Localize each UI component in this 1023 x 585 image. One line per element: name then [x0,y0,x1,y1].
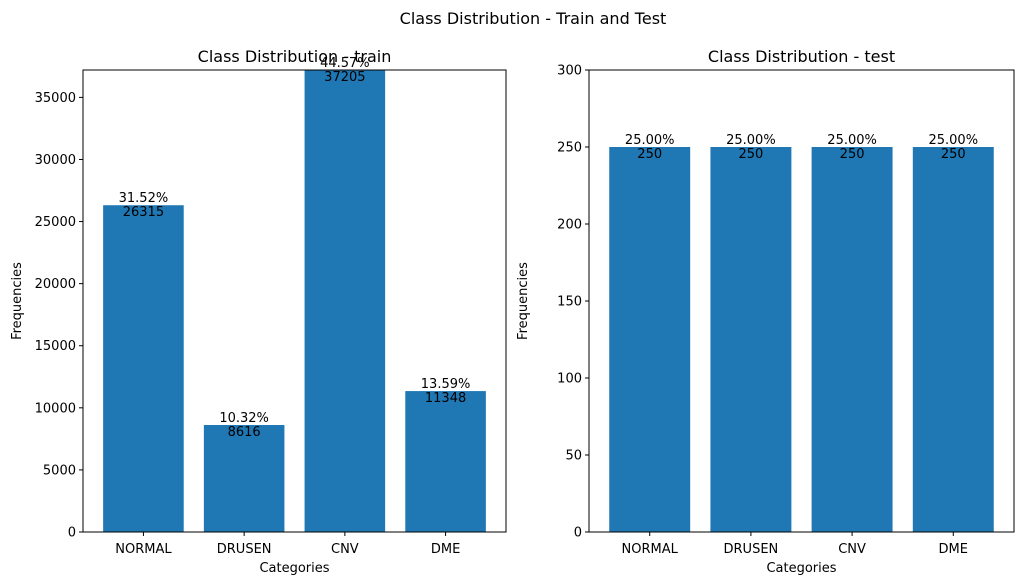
chart-train: 0 5000 10000 15000 20000 25000 30000 35000 NORMA… [10,47,507,576]
y-tick-label: 100 [557,372,582,387]
bar-drusen [203,425,285,532]
y-tick-label: 35000 [35,91,76,106]
bar-value-label: 37205 [324,70,365,85]
y-tick-label: 300 [557,64,582,79]
bar-percent-label: 25.00% [726,133,776,148]
y-tick-label: 200 [557,218,582,233]
x-axis-label: Categories [766,561,836,576]
bar-value-label: 26315 [123,205,164,220]
bar-percent-label: 25.00% [625,133,675,148]
x-tick-label: DRUSEN [217,542,272,557]
y-tick-label: 30000 [35,153,76,168]
axes-frame [82,69,507,533]
bar-value-label: 250 [941,147,966,162]
bar-percent-label: 25.00% [928,133,978,148]
y-tick-label: 25000 [35,215,76,230]
figure-suptitle: Class Distribution - Train and Test [400,9,667,28]
y-tick-label: 0 [68,526,76,541]
x-axis-label: Categories [259,561,329,576]
bar-percent-label: 31.52% [119,191,169,206]
bar-value-label: 250 [637,147,662,162]
bar-value-label: 250 [840,147,865,162]
bar-value-label: 250 [738,147,763,162]
chart-title: Class Distribution - test [708,47,895,66]
bar-cnv [304,70,386,532]
y-tick-label: 0 [574,526,582,541]
y-tick-label: 5000 [43,463,76,478]
x-tick-label: DRUSEN [724,542,779,557]
x-tick-label: NORMAL [115,542,172,557]
bar-value-label: 11348 [425,391,466,406]
y-tick-label: 150 [557,295,582,310]
y-axis-label: Frequencies [516,262,531,340]
y-tick-label: 10000 [35,401,76,416]
bar-dme [405,391,486,532]
x-tick-label: NORMAL [622,542,679,557]
bar-dme [912,147,994,532]
x-tick-label: DME [431,542,460,557]
chart-title: Class Distribution - train [198,47,392,66]
bar-value-label: 8616 [228,425,261,440]
y-axis-label: Frequencies [10,262,25,340]
y-tick-label: 50 [565,449,582,464]
x-tick-label: CNV [838,542,866,557]
bar-cnv [811,147,893,532]
bar-normal [103,205,184,533]
bar-percent-label: 13.59% [421,377,471,392]
x-tick-label: DME [939,542,968,557]
bar-normal [609,147,691,532]
y-tick-label: 15000 [35,339,76,354]
bar-drusen [710,147,792,532]
bar-percent-label: 10.32% [219,411,269,426]
chart-test: 0 50 100 150 200 250 300 NORMAL DRUSEN CNV DME 25.0… [516,47,1015,576]
y-tick-label: 250 [557,141,582,156]
y-tick-label: 20000 [35,277,76,292]
bar-percent-label: 44.57% [320,56,370,71]
x-tick-label: CNV [331,542,359,557]
bar-percent-label: 25.00% [827,133,877,148]
